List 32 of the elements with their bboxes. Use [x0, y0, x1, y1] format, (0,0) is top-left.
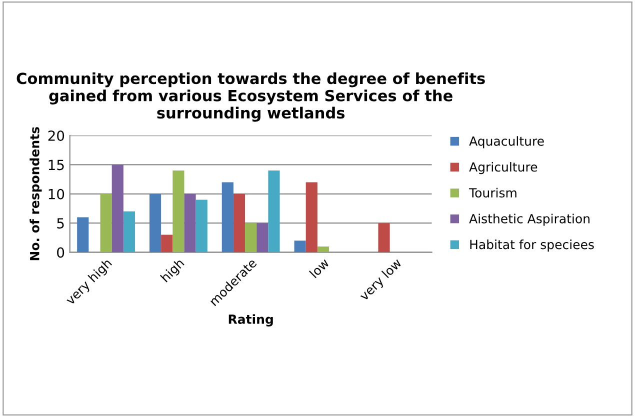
legend-label: Habitat for speciees: [470, 240, 594, 252]
bar: [294, 240, 306, 252]
x-tick-label: low: [308, 258, 330, 278]
y-tick-label: 0: [57, 247, 64, 258]
bar: [222, 182, 234, 252]
bar: [172, 170, 184, 252]
bar: [149, 194, 162, 252]
legend-label: Aisthetic Aspiration: [469, 214, 590, 226]
x-axis-title: Rating: [228, 314, 273, 326]
bar: [123, 211, 135, 252]
bar: [233, 194, 246, 252]
legend-label: Aquaculture: [469, 136, 544, 148]
bar: [256, 223, 268, 252]
y-tick-label: 15: [48, 160, 64, 170]
bar: [77, 217, 89, 252]
legend-label: Agriculture: [469, 162, 538, 174]
bar: [161, 234, 173, 252]
bar: [184, 194, 196, 252]
y-tick-label: 20: [48, 130, 64, 141]
y-tick-label: 5: [57, 218, 64, 229]
bar: [100, 194, 112, 252]
bar: [112, 164, 124, 252]
bar: [378, 223, 390, 252]
bar: [317, 246, 330, 252]
legend-label: Tourism: [469, 188, 516, 198]
y-tick-label: 10: [48, 188, 64, 200]
bar: [245, 223, 257, 252]
bar: [306, 182, 318, 252]
chart-title: Community perception towards the degree of benefits gained from various Ecosystem Services of the surrounding wetlands: [16, 72, 485, 122]
y-axis-title: No. of respondents: [30, 127, 42, 260]
bar: [196, 200, 208, 252]
bar: [268, 170, 280, 252]
